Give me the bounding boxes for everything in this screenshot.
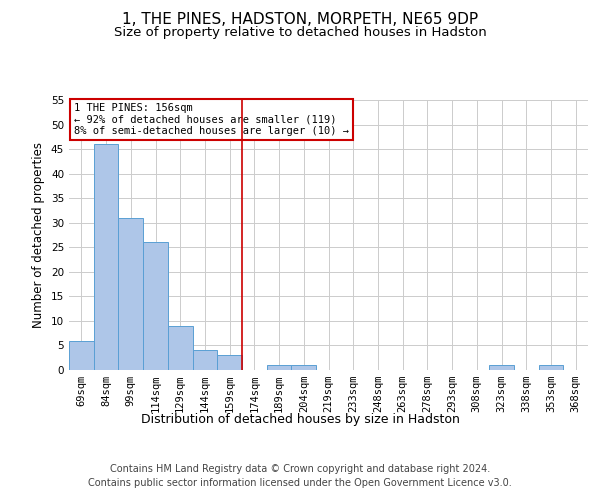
Bar (217, 356, 242, 370)
Bar (94, 144, 118, 370)
Text: Contains public sector information licensed under the Open Government Licence v3: Contains public sector information licen… (88, 478, 512, 488)
Bar (143, 242, 168, 370)
Text: Size of property relative to detached houses in Hadston: Size of property relative to detached ho… (113, 26, 487, 39)
Bar (292, 365, 316, 370)
Bar (267, 365, 292, 370)
Bar (193, 350, 217, 370)
Y-axis label: Number of detached properties: Number of detached properties (32, 142, 46, 328)
Bar (168, 326, 193, 370)
Bar (118, 218, 143, 370)
Text: 1 THE PINES: 156sqm
← 92% of detached houses are smaller (119)
8% of semi-detach: 1 THE PINES: 156sqm ← 92% of detached ho… (74, 102, 349, 136)
Bar (489, 365, 514, 370)
Bar (539, 365, 563, 370)
Text: 1, THE PINES, HADSTON, MORPETH, NE65 9DP: 1, THE PINES, HADSTON, MORPETH, NE65 9DP (122, 12, 478, 28)
Bar (69, 340, 94, 370)
Text: Contains HM Land Registry data © Crown copyright and database right 2024.: Contains HM Land Registry data © Crown c… (110, 464, 490, 474)
Text: Distribution of detached houses by size in Hadston: Distribution of detached houses by size … (140, 412, 460, 426)
